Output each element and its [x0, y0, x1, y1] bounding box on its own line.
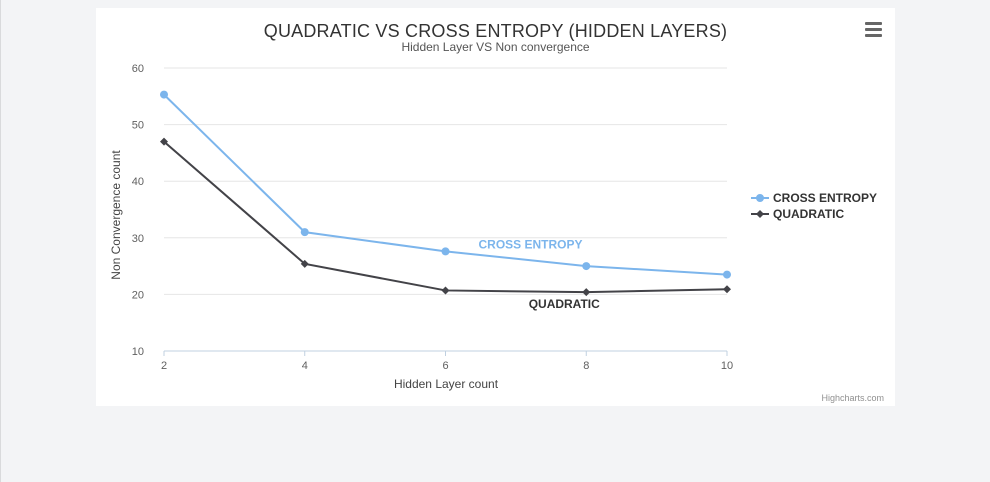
- data-point[interactable]: [582, 262, 591, 271]
- y-tick-label: 10: [132, 346, 144, 358]
- legend-label-cross-entropy: CROSS ENTROPY: [773, 190, 878, 205]
- series-inline-label: QUADRATIC: [529, 297, 600, 311]
- series-cross-entropy: CROSS ENTROPY: [160, 90, 731, 279]
- chart-container: QUADRATIC VS CROSS ENTROPY (HIDDEN LAYER…: [96, 8, 895, 406]
- series-quadratic: QUADRATIC: [160, 137, 731, 311]
- data-point[interactable]: [723, 270, 731, 279]
- x-tick-label: 10: [721, 360, 733, 372]
- chart-title: QUADRATIC VS CROSS ENTROPY (HIDDEN LAYER…: [263, 21, 728, 41]
- chart-plot: 2 4 6 8 10 10 20 30 40 50 60 CROSS ENTROPY QUADRAT…: [109, 63, 733, 391]
- legend-label-quadratic: QUADRATIC: [773, 206, 845, 221]
- context-menu-button[interactable]: [860, 20, 886, 42]
- x-axis: 2 4 6 8 10: [161, 350, 733, 372]
- window-left-border: [0, 0, 1, 482]
- series-layer: CROSS ENTROPY QUADRATIC: [160, 90, 731, 311]
- y-axis-title: Non Convergence count: [109, 150, 123, 280]
- x-axis-title: Hidden Layer count: [394, 377, 499, 391]
- grid-lines: [164, 67, 727, 295]
- x-tick-label: 2: [161, 360, 167, 372]
- data-point[interactable]: [300, 259, 309, 268]
- x-tick-label: 6: [442, 360, 448, 372]
- data-point[interactable]: [582, 288, 591, 297]
- data-point[interactable]: [723, 285, 731, 294]
- data-point[interactable]: [300, 228, 309, 237]
- y-tick-label: 50: [132, 120, 144, 132]
- data-point[interactable]: [160, 137, 168, 146]
- circle-marker-icon: [751, 193, 769, 202]
- y-tick-label: 30: [132, 233, 144, 245]
- legend-item-cross-entropy[interactable]: CROSS ENTROPY: [751, 190, 877, 205]
- data-point[interactable]: [441, 286, 450, 295]
- y-tick-label: 60: [132, 63, 144, 75]
- hamburger-menu-icon: [864, 22, 882, 25]
- series-inline-label: CROSS ENTROPY: [478, 237, 582, 251]
- credits-link[interactable]: Highcharts.com: [821, 393, 884, 403]
- chart-subtitle: Hidden Layer VS Non convergence: [401, 40, 590, 54]
- diamond-marker-icon: [751, 209, 769, 218]
- x-tick-label: 8: [583, 360, 589, 372]
- legend-item-quadratic[interactable]: QUADRATIC: [751, 206, 877, 221]
- legend: CROSS ENTROPY QUADRATIC: [751, 190, 877, 222]
- y-tick-label: 40: [132, 176, 144, 188]
- data-point[interactable]: [160, 90, 168, 99]
- x-tick-label: 4: [302, 360, 308, 372]
- y-tick-label: 20: [132, 289, 144, 301]
- y-axis: 10 20 30 40 50 60: [132, 63, 144, 358]
- data-point[interactable]: [441, 247, 450, 256]
